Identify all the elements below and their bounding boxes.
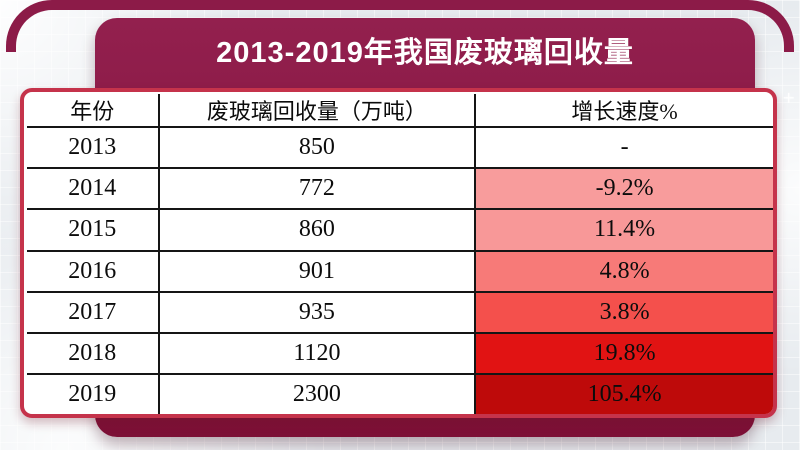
page-title: 2013-2019年我国废玻璃回收量 bbox=[216, 37, 634, 69]
table-header-row: 年份 废玻璃回收量（万吨） 增长速度% bbox=[27, 94, 773, 128]
volume-cell: 1120 bbox=[157, 331, 477, 376]
column-header-volume: 废玻璃回收量（万吨） bbox=[157, 94, 477, 128]
growth-cell: 3.8% bbox=[474, 290, 773, 334]
volume-cell: 772 bbox=[157, 167, 477, 211]
plus-icon: + bbox=[782, 88, 796, 107]
table-body: 2013 850 - 2014 772 -9.2% 2015 860 11.4%… bbox=[27, 125, 773, 414]
year-cell: 2017 bbox=[27, 290, 160, 334]
year-cell: 2019 bbox=[27, 373, 160, 414]
table-row: 2014 772 -9.2% bbox=[27, 167, 773, 211]
growth-cell: 4.8% bbox=[474, 249, 773, 293]
growth-cell: 105.4% bbox=[474, 373, 773, 414]
table-row: 2016 901 4.8% bbox=[27, 249, 773, 293]
volume-cell: 850 bbox=[157, 125, 477, 170]
year-cell: 2016 bbox=[27, 249, 160, 293]
growth-cell: 19.8% bbox=[474, 331, 773, 376]
table-row: 2019 2300 105.4% bbox=[27, 373, 773, 414]
column-header-year: 年份 bbox=[27, 94, 160, 128]
table-row: 2017 935 3.8% bbox=[27, 290, 773, 334]
growth-cell: 11.4% bbox=[474, 208, 773, 252]
year-cell: 2015 bbox=[27, 208, 160, 252]
volume-cell: 901 bbox=[157, 249, 477, 293]
table-row: 2018 1120 19.8% bbox=[27, 331, 773, 376]
year-cell: 2014 bbox=[27, 167, 160, 211]
year-cell: 2013 bbox=[27, 125, 160, 170]
table-row: 2013 850 - bbox=[27, 125, 773, 170]
volume-cell: 860 bbox=[157, 208, 477, 252]
year-cell: 2018 bbox=[27, 331, 160, 376]
table-row: 2015 860 11.4% bbox=[27, 208, 773, 252]
top-frame-decoration bbox=[6, 0, 794, 52]
recycling-table: 年份 废玻璃回收量（万吨） 增长速度% 2013 850 - 2014 772 … bbox=[27, 94, 773, 414]
volume-cell: 935 bbox=[157, 290, 477, 334]
growth-cell: - bbox=[474, 125, 773, 170]
table-card: 年份 废玻璃回收量（万吨） 增长速度% 2013 850 - 2014 772 … bbox=[20, 88, 777, 418]
column-header-growth: 增长速度% bbox=[474, 94, 773, 128]
volume-cell: 2300 bbox=[157, 373, 477, 414]
growth-cell: -9.2% bbox=[474, 167, 773, 211]
